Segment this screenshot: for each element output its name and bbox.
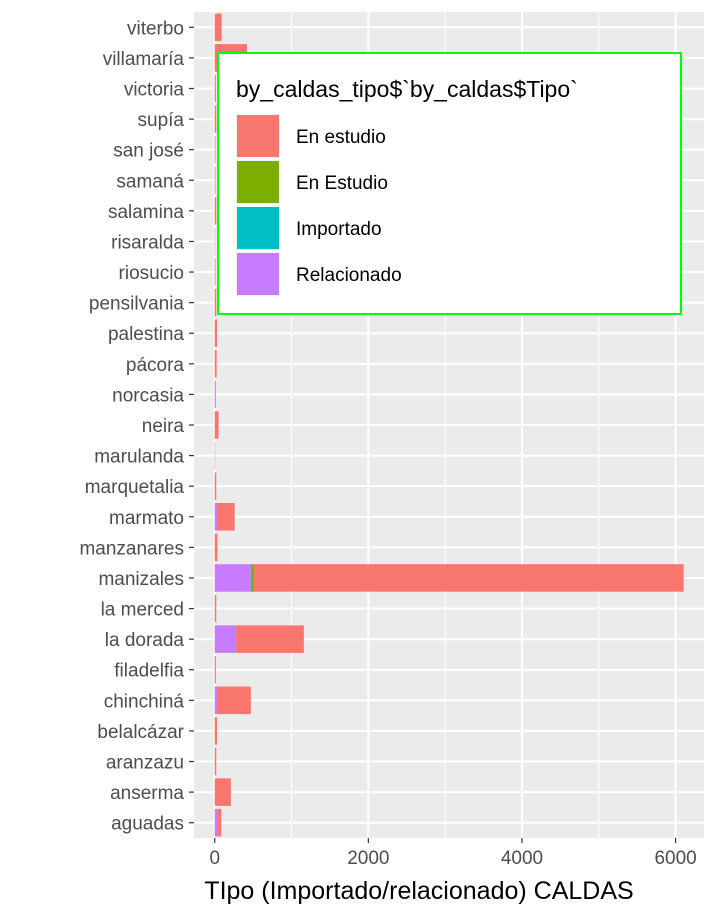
- bar-segment: [214, 533, 218, 562]
- y-tick-label: samaná: [116, 171, 184, 192]
- bar-segment: [214, 166, 216, 195]
- bar-segment: [214, 288, 217, 317]
- bar-segment: [214, 778, 231, 806]
- y-tick-label: pensilvania: [89, 294, 184, 315]
- legend: by_caldas_tipo$`by_caldas$Tipo` En estud…: [217, 52, 682, 315]
- y-tick-label: la merced: [101, 600, 184, 621]
- bar-segment: [251, 564, 254, 592]
- bar-segment: [214, 350, 217, 378]
- legend-swatch: [237, 115, 279, 157]
- legend-swatch: [237, 253, 279, 295]
- legend-items: En estudio En Estudio Importado Relacionado: [236, 114, 402, 296]
- y-tick-label: neira: [142, 416, 185, 437]
- bar-segment: [214, 747, 217, 776]
- bar-segment: [214, 258, 216, 286]
- x-tick-label: 6000: [654, 848, 696, 869]
- bar-segment: [214, 686, 218, 715]
- legend-title: by_caldas_tipo$`by_caldas$Tipo`: [236, 76, 578, 102]
- y-tick-label: risaralda: [111, 232, 184, 253]
- bar-segment: [214, 105, 217, 133]
- y-axis: aguadas anserma aranzazu belalcázar chinchin…: [79, 18, 194, 835]
- x-axis: 0 2000 4000 6000: [209, 838, 697, 869]
- y-tick-label: belalcázar: [97, 722, 184, 743]
- bar-segment: [214, 227, 216, 256]
- y-tick-label: san josé: [113, 141, 184, 162]
- bar-segment: [214, 472, 217, 500]
- legend-label: En Estudio: [296, 173, 388, 194]
- bar-segment: [253, 564, 684, 592]
- bar-segment: [214, 411, 219, 439]
- bar-segment: [214, 503, 218, 531]
- bar-segment: [214, 625, 237, 653]
- y-tick-label: riosucio: [119, 263, 184, 284]
- bar-segment: [217, 808, 222, 837]
- bar-segment: [250, 564, 252, 592]
- y-tick-label: supía: [138, 110, 185, 131]
- bar-segment: [214, 594, 217, 623]
- legend-swatch: [237, 207, 279, 249]
- y-tick-label: anserma: [110, 783, 184, 804]
- y-tick-label: filadelfia: [114, 661, 184, 682]
- y-tick-label: viterbo: [127, 18, 184, 39]
- y-tick-label: marmato: [109, 508, 184, 529]
- bar-segment: [214, 319, 218, 347]
- bar-segment: [214, 564, 251, 592]
- y-tick-label: villamaría: [103, 49, 185, 70]
- y-tick-label: victoria: [124, 79, 185, 100]
- y-tick-label: aranzazu: [106, 753, 184, 774]
- bar-segment: [214, 441, 216, 470]
- bar-segment: [214, 380, 216, 409]
- y-tick-label: manizales: [98, 569, 184, 590]
- y-tick-label: manzanares: [79, 538, 184, 559]
- bar-segment: [214, 717, 218, 745]
- y-tick-label: marquetalia: [85, 477, 185, 498]
- y-tick-label: chinchiná: [104, 691, 185, 712]
- x-tick-label: 0: [209, 848, 220, 869]
- bar-segment: [214, 13, 222, 42]
- x-tick-label: 2000: [347, 848, 389, 869]
- y-tick-label: la dorada: [105, 630, 185, 651]
- y-tick-label: pácora: [126, 355, 185, 376]
- legend-label: Relacionado: [296, 265, 402, 286]
- legend-box: [217, 52, 682, 315]
- bar-segment: [214, 655, 216, 684]
- x-tick-label: 4000: [501, 848, 543, 869]
- legend-swatch: [237, 161, 279, 203]
- bar-segment: [215, 380, 216, 409]
- bar-segment: [214, 74, 216, 103]
- y-tick-label: palestina: [108, 324, 184, 345]
- y-tick-label: marulanda: [94, 447, 184, 468]
- y-tick-label: aguadas: [111, 814, 184, 835]
- bar-segment: [214, 197, 217, 225]
- bar-segment: [217, 686, 251, 715]
- y-tick-label: norcasia: [112, 385, 184, 406]
- legend-label: Importado: [296, 219, 382, 240]
- bar-layer: [214, 13, 684, 837]
- bar-segment: [214, 135, 216, 164]
- x-axis-title: TIpo (Importado/relacionado) CALDAS: [204, 877, 633, 905]
- bar-segment: [236, 625, 304, 653]
- y-tick-label: salamina: [108, 202, 184, 223]
- legend-label: En estudio: [296, 127, 386, 148]
- bar-segment: [217, 503, 235, 531]
- bar-segment: [214, 808, 218, 837]
